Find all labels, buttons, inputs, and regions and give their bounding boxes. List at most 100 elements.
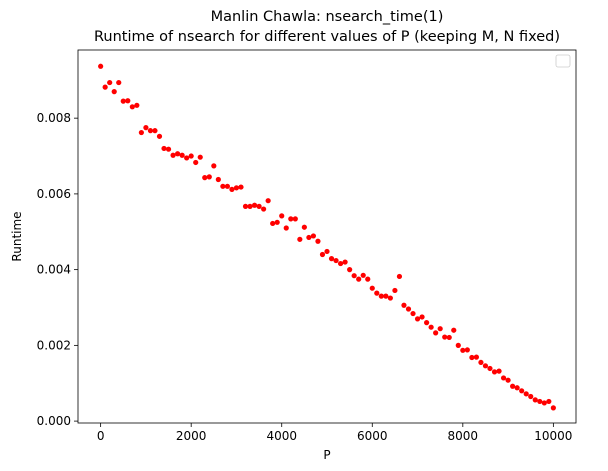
data-point: [179, 152, 185, 158]
data-point: [256, 203, 262, 209]
data-point: [455, 342, 461, 348]
y-tick-label: 0.008: [37, 111, 71, 125]
data-point: [360, 272, 366, 278]
plot-frame: [77, 49, 577, 424]
data-point: [229, 186, 235, 192]
data-point: [310, 233, 317, 239]
y-tick-label: 0.000: [37, 414, 71, 428]
data-point: [541, 400, 547, 406]
data-point: [220, 183, 226, 189]
data-point: [546, 398, 552, 405]
data-point: [170, 152, 176, 158]
data-point: [374, 290, 380, 296]
data-point: [537, 398, 543, 405]
y-tick-label: 0.002: [37, 338, 71, 352]
x-tick-label: 6000: [357, 429, 388, 443]
data-point: [147, 128, 154, 134]
data-point: [206, 174, 212, 180]
x-tick-label: 0: [97, 429, 105, 443]
data-point: [175, 151, 181, 157]
x-axis-label: P: [323, 448, 330, 462]
data-point: [156, 133, 163, 139]
data-point: [369, 285, 375, 291]
data-point: [469, 354, 475, 361]
data-point: [478, 359, 484, 366]
data-point: [270, 220, 276, 227]
x-tick-label: 4000: [266, 429, 297, 443]
data-point: [116, 79, 122, 86]
data-point: [392, 287, 398, 294]
data-point: [265, 198, 271, 204]
y-tick-label: 0.004: [37, 263, 71, 277]
chart-subtitle: Runtime of nsearch for different values …: [94, 29, 560, 45]
data-point: [356, 276, 362, 282]
data-point: [383, 293, 389, 299]
data-point: [211, 163, 217, 169]
x-tick-label: 2000: [176, 429, 207, 443]
data-point: [414, 316, 421, 322]
data-point: [437, 326, 443, 332]
data-point: [315, 238, 321, 244]
data-point: [333, 257, 339, 264]
data-points: [98, 63, 556, 411]
data-point: [396, 273, 403, 280]
chart-title: Manlin Chawla: nsearch_time(1): [211, 9, 444, 25]
data-point: [274, 219, 280, 225]
data-point: [143, 125, 149, 131]
data-point: [433, 330, 439, 336]
data-point: [347, 267, 353, 273]
data-point: [532, 397, 538, 403]
data-point: [405, 306, 412, 312]
data-point: [496, 368, 502, 374]
data-point: [410, 310, 416, 317]
data-point: [523, 391, 529, 397]
data-point: [519, 388, 525, 394]
data-point: [387, 295, 393, 301]
data-point: [102, 84, 108, 90]
data-point: [233, 185, 240, 191]
data-point: [152, 128, 158, 134]
data-point: [473, 354, 479, 360]
data-point: [306, 234, 312, 241]
data-point: [419, 314, 425, 320]
data-point: [500, 375, 507, 381]
data-point: [424, 320, 430, 326]
data-point: [261, 206, 267, 212]
data-point: [125, 98, 131, 104]
data-point: [165, 146, 172, 152]
y-tick-label: 0.006: [37, 187, 71, 201]
y-axis-label: Runtime: [10, 211, 24, 261]
data-point: [319, 251, 326, 258]
data-point: [351, 273, 357, 279]
data-point: [161, 145, 167, 152]
data-point: [528, 393, 534, 400]
data-point: [288, 216, 294, 222]
data-point: [292, 216, 298, 222]
y-axis-ticks: 0.000 0.002 0.004 0.006 0.008: [37, 111, 78, 428]
data-point: [487, 365, 493, 372]
data-point: [279, 213, 285, 219]
data-point: [111, 89, 117, 95]
data-point: [297, 236, 303, 242]
data-point: [464, 347, 470, 353]
data-point: [202, 175, 208, 181]
data-point: [188, 153, 194, 159]
data-point: [247, 203, 253, 209]
x-tick-label: 10000: [534, 429, 572, 443]
data-point: [328, 256, 335, 262]
data-point: [401, 302, 407, 308]
data-point: [251, 202, 258, 208]
data-point: [428, 324, 434, 330]
data-point: [197, 154, 203, 160]
data-point: [510, 383, 516, 389]
data-point: [283, 225, 289, 231]
data-point: [442, 334, 448, 340]
data-point: [215, 176, 221, 183]
data-point: [98, 63, 104, 69]
data-point: [342, 259, 348, 265]
data-point: [365, 276, 371, 282]
data-point: [193, 159, 199, 166]
data-point: [120, 98, 126, 104]
data-point: [184, 155, 190, 161]
